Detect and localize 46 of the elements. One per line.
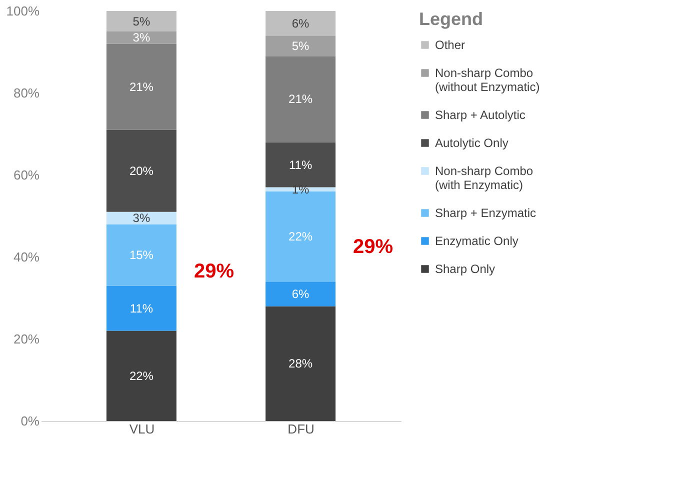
bar [106,224,176,286]
bar [266,36,336,56]
bar [266,11,336,36]
legend-label: Non-sharp Combo (without Enzymatic) [435,66,540,94]
data-label: 28% [288,356,313,371]
bar [106,44,176,130]
y-tick-label: 20% [13,332,40,346]
data-label: 22% [288,230,313,244]
data-label: 11% [130,301,154,316]
legend-label: Sharp Only [435,262,496,276]
data-label: 3% [132,30,150,45]
annotation: 29% [353,236,394,258]
annotation: 29% [194,260,234,282]
bar [106,286,176,331]
y-tick-label: 100% [6,4,40,18]
data-label: 5% [292,38,310,53]
bar [106,130,176,212]
y-tick-label: 80% [13,86,40,100]
legend-label: Autolytic Only [435,136,508,150]
data-label: 3% [132,211,150,226]
y-tick-label: 40% [13,250,40,264]
data-label: 6% [292,286,310,301]
x-tick-label: DFU [288,422,314,436]
data-label: 21% [129,80,154,94]
data-label: 15% [129,248,154,262]
legend-label: Other [435,38,466,52]
legend-label: Non-sharp Combo (with Enzymatic) [435,164,534,192]
bar [106,32,176,44]
legend-label: Sharp + Autolytic [435,108,526,122]
legend-label: Sharp + Enzymatic [435,206,536,220]
legend-title: Legend [419,9,484,29]
y-tick-label: 60% [13,168,40,182]
bar [266,282,336,306]
data-label: 21% [288,92,313,106]
data-label: 11% [288,158,312,172]
y-tick-label: 0% [20,414,40,428]
data-label: 20% [129,164,154,178]
data-label: 22% [129,368,154,383]
data-label: 6% [292,16,310,30]
bar [106,330,176,421]
bar [106,11,176,32]
bar [266,56,336,142]
bar [266,306,336,421]
x-tick-label: VLU [129,422,155,436]
data-label: 5% [132,14,150,28]
legend-label: Enzymatic Only [435,234,518,248]
